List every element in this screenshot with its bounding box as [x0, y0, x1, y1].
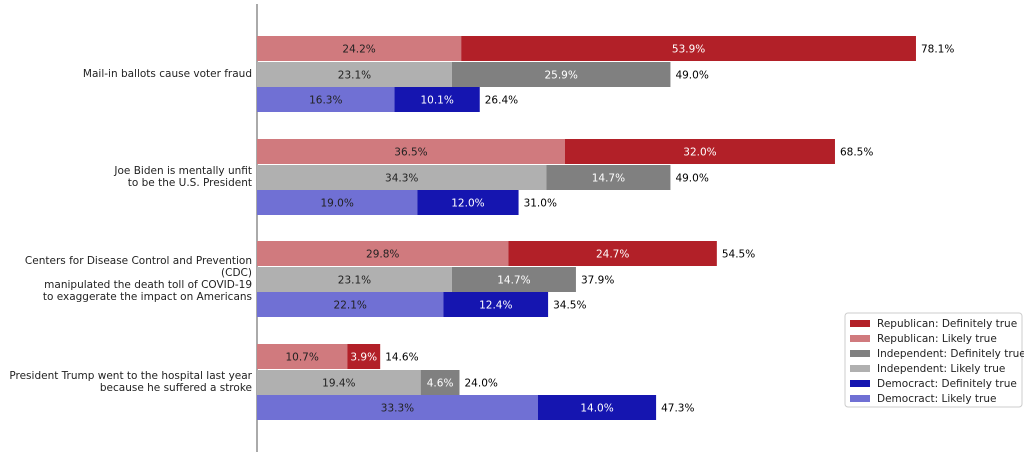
total-label: 14.6%	[385, 352, 418, 364]
segment-label: 24.2%	[342, 44, 375, 56]
legend-label: Republican: Definitely true	[877, 318, 1017, 330]
segment-label: 10.7%	[285, 352, 318, 364]
segment-label: 23.1%	[338, 70, 371, 82]
bar-segment	[257, 267, 452, 292]
category-label: President Trump went to the hospital las…	[9, 370, 252, 394]
segment-label: 23.1%	[338, 275, 371, 287]
legend-label: Democract: Likely true	[877, 393, 996, 405]
total-label: 26.4%	[485, 95, 518, 107]
bar-segment	[257, 165, 547, 190]
legend-swatch	[850, 380, 870, 387]
legend-swatch	[850, 395, 870, 402]
segment-label: 19.0%	[320, 198, 353, 210]
bar-segment	[417, 190, 519, 215]
bar-segment	[257, 190, 418, 215]
bar-segment	[347, 344, 381, 369]
bar-segment	[257, 395, 538, 420]
legend-swatch	[850, 335, 870, 342]
segment-label: 12.0%	[451, 198, 484, 210]
segment-label: 10.1%	[420, 95, 453, 107]
bar-segment	[257, 241, 509, 266]
bar-segment	[451, 62, 671, 87]
segment-label: 24.7%	[596, 249, 629, 261]
segment-label: 29.8%	[366, 249, 399, 261]
segment-label: 12.4%	[479, 300, 512, 312]
total-label: 24.0%	[465, 378, 498, 390]
bar-segment	[257, 36, 462, 61]
segment-label: 22.1%	[334, 300, 367, 312]
total-label: 31.0%	[524, 198, 557, 210]
legend-label: Independent: Definitely true	[877, 348, 1024, 360]
segment-label: 32.0%	[683, 147, 716, 159]
legend-swatch	[850, 365, 870, 372]
segment-label: 14.7%	[497, 275, 530, 287]
bar-segment	[537, 395, 657, 420]
bar-segment	[420, 370, 460, 395]
bar-segment	[394, 87, 480, 112]
bar-segment	[257, 292, 444, 317]
total-label: 34.5%	[553, 300, 586, 312]
segment-label: 34.3%	[385, 173, 418, 185]
legend-label: Democract: Definitely true	[877, 378, 1017, 390]
legend-label: Republican: Likely true	[877, 333, 997, 345]
category-label: Joe Biden is mentally unfit to be the U.…	[114, 165, 252, 189]
legend-swatch	[850, 350, 870, 357]
bar-segment	[508, 241, 717, 266]
category-label: Centers for Disease Control and Preventi…	[24, 255, 252, 303]
legend-swatch	[850, 320, 870, 327]
segment-label: 4.6%	[427, 378, 454, 390]
bar-segment	[257, 344, 348, 369]
segment-label: 19.4%	[322, 378, 355, 390]
bar-segment	[257, 139, 565, 164]
segment-label: 3.9%	[350, 352, 377, 364]
segment-label: 14.0%	[580, 403, 613, 415]
bar-segment	[546, 165, 671, 190]
legend-box	[844, 312, 1023, 408]
bar-segment	[257, 62, 452, 87]
bar-segment	[451, 267, 576, 292]
bar-segment	[257, 370, 421, 395]
category-label: Mail-in ballots cause voter fraud	[82, 68, 252, 80]
total-label: 54.5%	[722, 249, 755, 261]
bar-segment	[257, 87, 395, 112]
segment-label: 53.9%	[672, 44, 705, 56]
bar-segment	[461, 36, 916, 61]
segment-label: 14.7%	[592, 173, 625, 185]
total-label: 78.1%	[921, 44, 954, 56]
bar-segment	[443, 292, 549, 317]
total-label: 47.3%	[661, 403, 694, 415]
total-label: 49.0%	[675, 70, 708, 82]
total-label: 49.0%	[675, 173, 708, 185]
total-label: 37.9%	[581, 275, 614, 287]
bar-segment	[564, 139, 835, 164]
total-label: 68.5%	[840, 147, 873, 159]
segment-label: 25.9%	[544, 70, 577, 82]
legend-label: Independent: Likely true	[877, 363, 1005, 375]
segment-label: 33.3%	[381, 403, 414, 415]
segment-label: 16.3%	[309, 95, 342, 107]
segment-label: 36.5%	[394, 147, 427, 159]
